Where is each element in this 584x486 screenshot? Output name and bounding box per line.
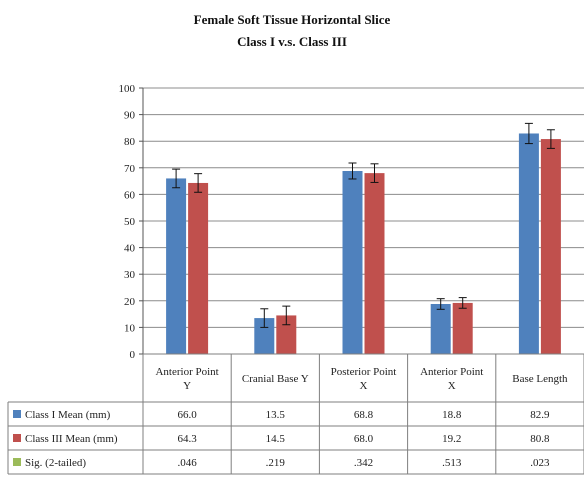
bar xyxy=(254,318,275,354)
table-cell-value: .513 xyxy=(442,457,462,469)
table-cell-value: 64.3 xyxy=(177,433,197,445)
legend-key xyxy=(13,434,21,442)
legend-label: Class I Mean (mm) xyxy=(25,409,111,421)
bar xyxy=(540,139,561,354)
x-category-label: X xyxy=(448,380,456,392)
table-cell-value: 68.8 xyxy=(354,409,374,421)
table-cell-value: 66.0 xyxy=(177,409,197,421)
x-category-label: Anterior Point xyxy=(420,366,483,378)
x-category-label: Base Length xyxy=(512,373,568,385)
y-tick-label: 80 xyxy=(124,136,136,148)
table-cell-value: 68.0 xyxy=(354,433,374,445)
legend-label: Class III Mean (mm) xyxy=(25,433,118,445)
x-category-label: Cranial Base Y xyxy=(242,373,309,385)
bar xyxy=(342,170,363,354)
table-cell-value: 14.5 xyxy=(266,433,286,445)
bar xyxy=(518,133,539,354)
x-category-label: Anterior Point xyxy=(155,366,218,378)
bar xyxy=(188,182,209,354)
table-cell-value: 19.2 xyxy=(442,433,461,445)
x-category-label: X xyxy=(360,380,368,392)
table-cell-value: .342 xyxy=(354,457,373,469)
legend-label: Sig. (2-tailed) xyxy=(25,457,86,469)
table-cell-value: 13.5 xyxy=(266,409,286,421)
y-tick-label: 10 xyxy=(124,322,136,334)
x-category-label: Posterior Point xyxy=(331,366,397,378)
legend-key xyxy=(13,410,21,418)
x-category-label: Y xyxy=(183,380,191,392)
gridlines xyxy=(143,87,584,328)
bar xyxy=(166,178,187,354)
table-cell-value: 82.9 xyxy=(530,409,550,421)
y-tick-label: 0 xyxy=(130,349,136,361)
y-tick-label: 20 xyxy=(124,296,136,308)
y-tick-label: 60 xyxy=(124,189,136,201)
table-cell-value: .023 xyxy=(530,457,550,469)
bar xyxy=(430,303,451,354)
y-tick-label: 100 xyxy=(119,83,136,95)
y-axis: 0 10 20 30 40 50 60 70 80 90 100 xyxy=(119,83,584,361)
table-cell-value: .219 xyxy=(266,457,286,469)
chart-title: Female Soft Tissue Horizontal Slice xyxy=(194,12,391,27)
table-cell-value: 18.8 xyxy=(442,409,462,421)
y-tick-label: 30 xyxy=(124,269,136,281)
legend-key xyxy=(13,458,21,466)
table-cell-value: 80.8 xyxy=(530,433,550,445)
bars xyxy=(166,122,561,354)
y-tick-label: 50 xyxy=(124,216,136,228)
y-tick-label: 40 xyxy=(124,243,136,255)
y-tick-label: 70 xyxy=(124,163,136,175)
chart-subtitle: Class I v.s. Class III xyxy=(237,34,347,49)
bar xyxy=(452,302,473,354)
bar xyxy=(364,173,385,354)
table-cell-value: .046 xyxy=(177,457,197,469)
bar xyxy=(276,315,297,354)
data-table: Anterior Point Y Cranial Base Y Posterior P… xyxy=(7,353,584,475)
y-tick-label: 90 xyxy=(124,110,136,122)
